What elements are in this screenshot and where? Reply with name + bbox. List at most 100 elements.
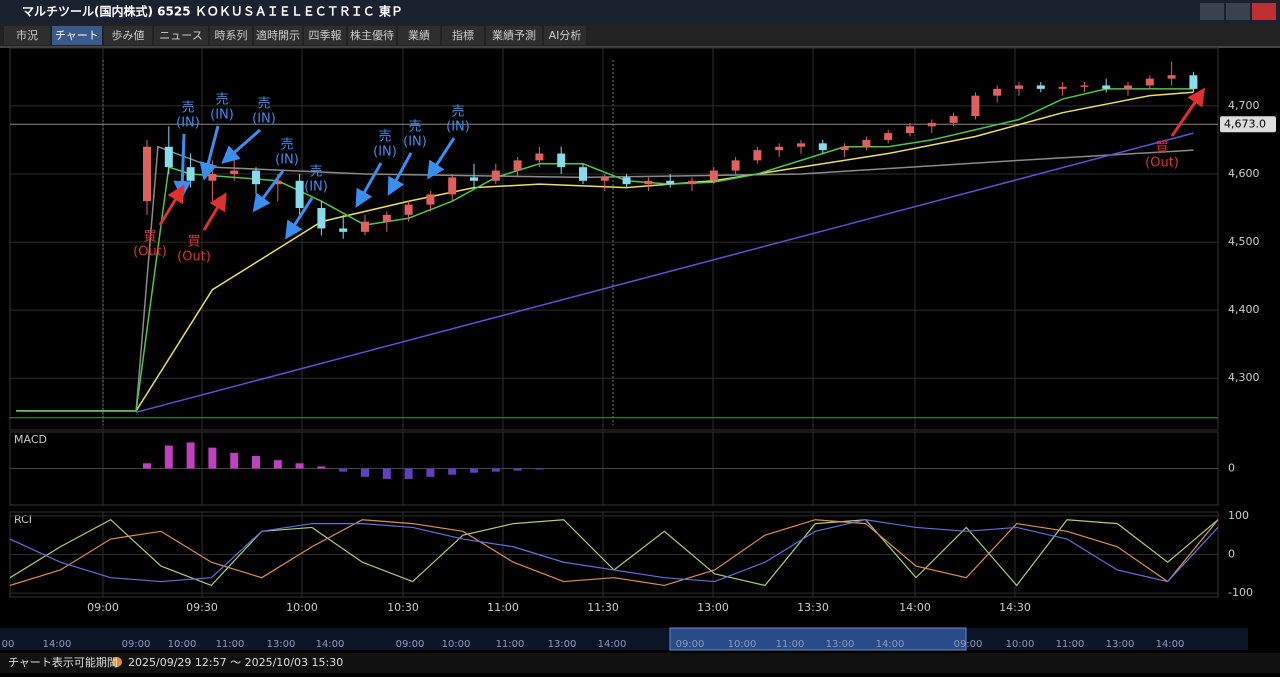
- candle-body: [775, 146, 784, 151]
- current-price-label: 4,673.0: [1224, 117, 1266, 130]
- candle-body: [753, 150, 762, 161]
- tab[interactable]: [104, 26, 152, 45]
- maximize-button[interactable]: [1226, 3, 1250, 20]
- rci-line: [9, 519, 1219, 583]
- tab-label[interactable]: 指標: [452, 28, 474, 42]
- candle-body: [186, 167, 195, 181]
- annotation-text: 売: [181, 100, 194, 116]
- annotation-text: 売: [408, 119, 421, 135]
- navigator-label: 10:00: [442, 639, 471, 650]
- macd-bar: [426, 468, 435, 477]
- navigator-label: 11:00: [216, 639, 245, 650]
- macd-bar: [404, 468, 413, 479]
- navigator-label: 14:00: [43, 639, 72, 650]
- tab[interactable]: [398, 26, 440, 45]
- candle-body: [688, 180, 696, 185]
- tab[interactable]: [254, 26, 302, 45]
- macd-bar: [317, 466, 326, 469]
- tab[interactable]: [210, 26, 252, 45]
- tab-label[interactable]: 四季報: [309, 29, 342, 42]
- minimize-button[interactable]: [1200, 3, 1224, 20]
- annotation-arrow: [202, 192, 227, 231]
- tab-label[interactable]: 市況: [16, 28, 38, 42]
- annotation-text: (IN): [252, 112, 276, 127]
- navigator-label: 09:00: [396, 639, 425, 650]
- y-tick-label: 4,600: [1228, 167, 1260, 180]
- tab[interactable]: [442, 26, 484, 45]
- candle-body: [731, 160, 740, 171]
- candle-body: [862, 139, 871, 147]
- annotation-text: 売: [378, 129, 391, 145]
- macd-bar: [208, 447, 217, 469]
- candle-body: [273, 180, 282, 185]
- y-tick-label: 4,300: [1228, 371, 1260, 384]
- footer-period: 2025/09/29 12:57 〜 2025/10/03 15:30: [128, 656, 343, 669]
- candle-body: [579, 167, 587, 181]
- tab-label[interactable]: 適時開示: [256, 28, 300, 42]
- tab-label[interactable]: AI分析: [549, 28, 582, 42]
- candle-body: [513, 160, 522, 171]
- candle-body: [448, 177, 457, 195]
- macd-bar: [491, 468, 500, 472]
- annotation-text: (Out): [133, 245, 167, 260]
- tab[interactable]: [304, 26, 346, 45]
- annotation-arrow: [173, 133, 192, 199]
- candle-body: [1124, 85, 1132, 89]
- close-button[interactable]: [1252, 3, 1276, 20]
- tab-label[interactable]: 業績予測: [492, 28, 536, 42]
- navigator-label: 11:00: [1056, 639, 1085, 650]
- candle-body: [906, 126, 914, 134]
- annotation-arrow: [1170, 87, 1206, 137]
- candle-body: [339, 228, 348, 232]
- candle-body: [644, 180, 653, 185]
- candle-body: [1189, 75, 1198, 89]
- annotation-arrow: [427, 137, 456, 180]
- panel-title: MACD: [14, 433, 47, 446]
- tab[interactable]: [154, 26, 208, 45]
- navigator-label: 14:00: [316, 639, 345, 650]
- tab[interactable]: [348, 26, 396, 45]
- candle-body: [797, 143, 805, 147]
- annotation-text: 売: [257, 96, 270, 112]
- candle-body: [600, 177, 609, 181]
- y-tick-label: 4,700: [1228, 99, 1260, 112]
- ma-line: [16, 145, 1194, 412]
- navigator-label: 14:00: [876, 639, 905, 650]
- annotation-text: (IN): [403, 135, 427, 150]
- x-tick-label: 11:00: [487, 601, 519, 614]
- current-price-box: [1220, 116, 1276, 133]
- navigator-label: 09:00: [676, 639, 705, 650]
- y-tick-label: 0: [1228, 462, 1235, 475]
- tab-label[interactable]: 歩み値: [112, 28, 145, 42]
- tab-label[interactable]: 株主優待: [350, 28, 394, 42]
- y-tick-label: 4,400: [1228, 303, 1260, 316]
- tab-label[interactable]: ニュース: [159, 29, 202, 42]
- candle-body: [1167, 75, 1176, 79]
- y-tick-label: 4,500: [1228, 235, 1260, 248]
- annotation-text: (IN): [373, 145, 397, 160]
- navigator-label: 10:00: [1006, 639, 1035, 650]
- tab-label[interactable]: 時系列: [215, 28, 248, 42]
- panel-title: RCI: [14, 513, 32, 526]
- annotation-text: 買: [143, 230, 156, 245]
- tab[interactable]: [52, 26, 102, 45]
- candle-body: [622, 177, 631, 185]
- tab[interactable]: [4, 26, 50, 45]
- x-tick-label: 10:00: [286, 601, 318, 614]
- tab[interactable]: [486, 26, 542, 45]
- annotation-arrow: [355, 162, 383, 208]
- navigator-window[interactable]: [669, 627, 967, 651]
- tab-label[interactable]: 業績: [408, 28, 430, 42]
- macd-bar: [361, 468, 369, 477]
- tab-label[interactable]: チャート: [55, 29, 99, 42]
- macd-bar: [143, 463, 151, 469]
- candle-body: [382, 214, 391, 222]
- candle-body: [143, 146, 151, 202]
- macd-bar: [339, 468, 348, 472]
- navigator-label: 11:00: [776, 639, 805, 650]
- annotation-arrow: [199, 125, 220, 181]
- candle-body: [1145, 78, 1154, 86]
- y-tick-label: 0: [1228, 548, 1235, 561]
- tab[interactable]: [544, 26, 586, 45]
- navigator-label: 14:00: [598, 639, 627, 650]
